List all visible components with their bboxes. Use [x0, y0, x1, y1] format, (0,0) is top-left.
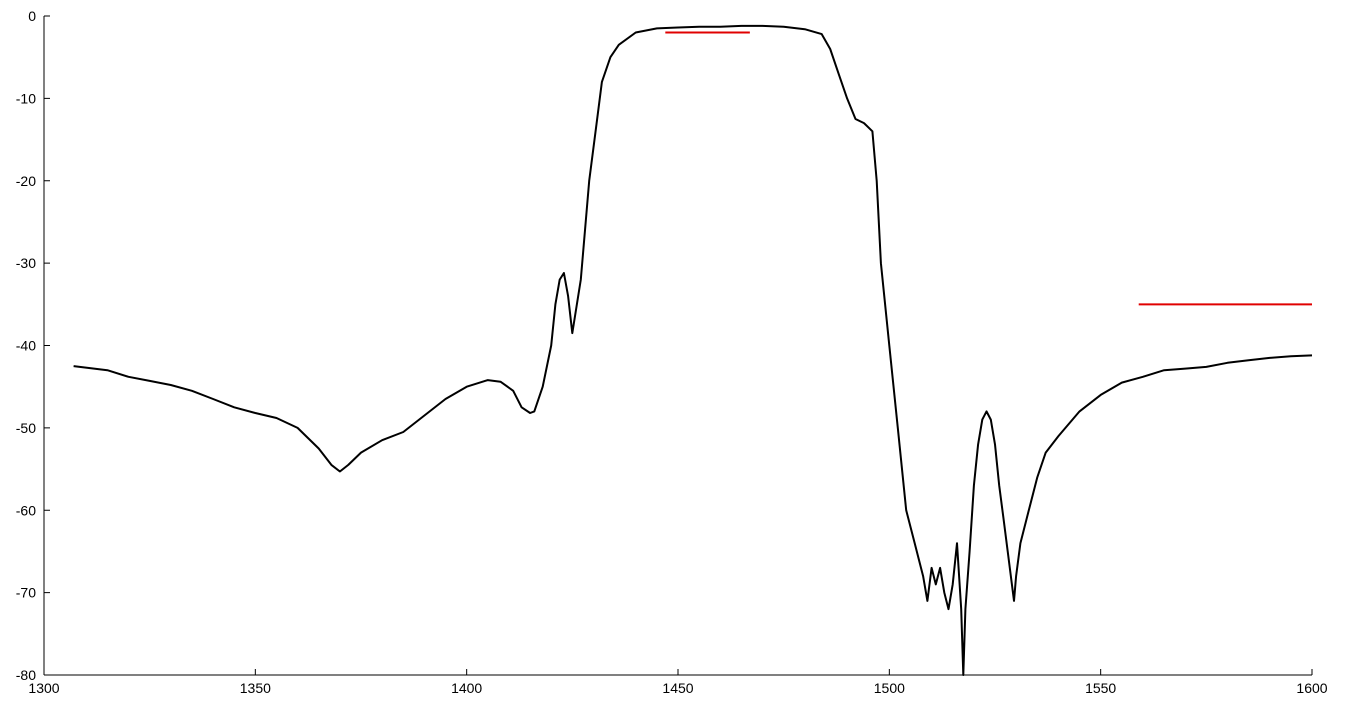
x-tick-label: 1300: [28, 680, 59, 696]
y-tick-label: -10: [16, 90, 36, 106]
y-tick-label: -40: [16, 338, 36, 354]
x-tick-label: 1350: [240, 680, 271, 696]
x-axis-ticks: 1300 1350 1400 1450 1500 1550 1600: [28, 669, 1328, 696]
x-tick-label: 1400: [451, 680, 482, 696]
y-axis-ticks: 0 -10 -20 -30 -40 -50 -60 -70 -80: [16, 8, 50, 683]
series-line: [73, 24, 1313, 676]
x-tick-label: 1600: [1296, 680, 1327, 696]
y-tick-label: -60: [16, 502, 36, 518]
y-tick-label: -20: [16, 173, 36, 189]
plot-area: [73, 24, 1313, 676]
y-tick-label: -50: [16, 420, 36, 436]
axes: [43, 16, 1312, 676]
y-tick-label: 0: [28, 8, 36, 24]
y-tick-label: -30: [16, 255, 36, 271]
x-tick-label: 1500: [874, 680, 905, 696]
x-tick-label: 1550: [1085, 680, 1116, 696]
y-tick-label: -70: [16, 585, 36, 601]
x-tick-label: 1450: [662, 680, 693, 696]
y-tick-label: -80: [16, 667, 36, 683]
